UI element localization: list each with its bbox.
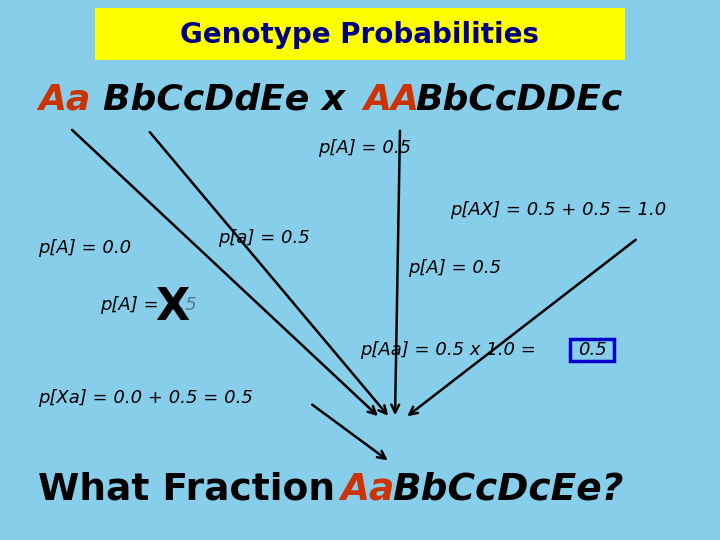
Text: BbCcDDEc: BbCcDDEc <box>415 83 622 117</box>
Text: BbCcDcEe?: BbCcDcEe? <box>392 472 624 508</box>
Text: 0.5: 0.5 <box>168 296 197 314</box>
Text: X: X <box>155 287 189 329</box>
Text: Genotype Probabilities: Genotype Probabilities <box>181 21 539 49</box>
Text: BbCcDdEe x: BbCcDdEe x <box>103 83 358 117</box>
Text: 0.5: 0.5 <box>577 341 606 359</box>
Bar <box>95 8 625 60</box>
Text: Aa: Aa <box>340 472 395 508</box>
Text: What Fraction: What Fraction <box>38 472 348 508</box>
Text: p[A] = 0.5: p[A] = 0.5 <box>408 259 501 277</box>
Text: p[AX] = 0.5 + 0.5 = 1.0: p[AX] = 0.5 + 0.5 = 1.0 <box>450 201 666 219</box>
Text: p[A] = 0.0: p[A] = 0.0 <box>38 239 131 257</box>
Bar <box>570 339 614 361</box>
Text: p[a] = 0.5: p[a] = 0.5 <box>218 229 310 247</box>
Text: p[Aa] = 0.5 x 1.0 =: p[Aa] = 0.5 x 1.0 = <box>360 341 541 359</box>
Text: p[A] =: p[A] = <box>100 296 164 314</box>
Text: p[Xa] = 0.0 + 0.5 = 0.5: p[Xa] = 0.0 + 0.5 = 0.5 <box>38 389 253 407</box>
Text: Aa: Aa <box>38 83 91 117</box>
Text: AA: AA <box>363 83 419 117</box>
Text: p[A] = 0.5: p[A] = 0.5 <box>318 139 411 157</box>
